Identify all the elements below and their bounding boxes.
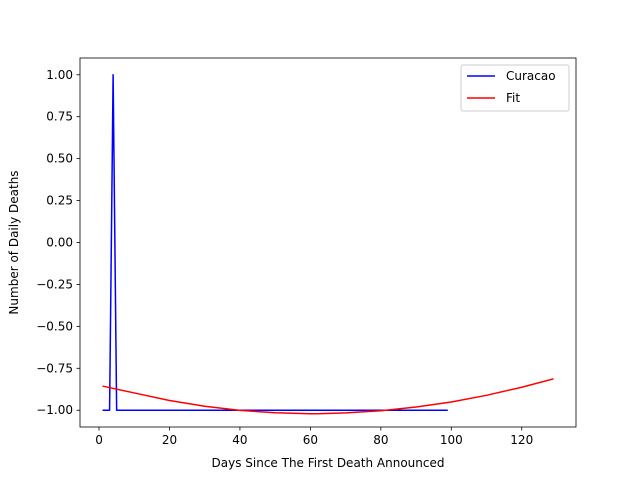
y-tick-label: 1.00 <box>46 68 73 82</box>
y-tick-label: −1.00 <box>36 403 73 417</box>
series-line-2 <box>102 378 554 415</box>
x-tick-label: 40 <box>232 433 247 447</box>
plot-frame <box>79 57 577 428</box>
y-axis-label: Number of Daily Deaths <box>7 170 21 314</box>
y-tick-label: 0.50 <box>46 152 73 166</box>
x-tick-label: 0 <box>95 433 103 447</box>
legend-label-2: Fit <box>506 91 520 105</box>
y-tick-label: −0.50 <box>36 319 73 333</box>
series-line-1 <box>102 74 448 411</box>
y-tick-label: 0.00 <box>46 236 73 250</box>
x-axis-label: Days Since The First Death Announced <box>212 456 445 470</box>
x-tick-label: 100 <box>440 433 463 447</box>
y-axis: −1.00 −0.75 −0.50 −0.25 0.00 0.25 0.50 0.75 1.00 <box>36 68 80 417</box>
x-tick-label: 80 <box>373 433 388 447</box>
x-axis: 0 20 40 60 80 100 120 <box>95 427 533 447</box>
y-tick-label: −0.25 <box>36 277 73 291</box>
x-tick-label: 20 <box>162 433 177 447</box>
plot-area <box>102 74 554 415</box>
y-tick-label: −0.75 <box>36 361 73 375</box>
x-tick-label: 60 <box>303 433 318 447</box>
y-tick-label: 0.75 <box>46 110 73 124</box>
x-tick-label: 120 <box>510 433 533 447</box>
legend-label-1: Curacao <box>506 69 556 83</box>
legend: Curacao Fit <box>460 64 570 112</box>
y-tick-label: 0.25 <box>46 194 73 208</box>
